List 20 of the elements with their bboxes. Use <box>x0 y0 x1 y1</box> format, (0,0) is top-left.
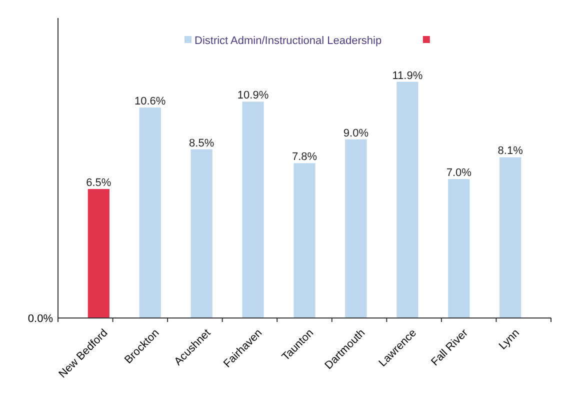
bar <box>345 139 367 318</box>
data-label: 10.6% <box>134 96 166 108</box>
bar <box>242 102 264 318</box>
data-label: 7.0% <box>446 167 472 180</box>
legend-label: District Admin/Instructional Leadership <box>194 34 382 47</box>
bar <box>500 157 522 318</box>
data-label: 8.5% <box>189 137 214 150</box>
data-label: 6.5% <box>86 176 112 189</box>
bar <box>396 82 418 318</box>
data-label: 9.0% <box>343 127 369 140</box>
text: 0.0% <box>28 312 54 325</box>
bar <box>448 179 470 318</box>
data-label: 10.9% <box>237 90 269 102</box>
data-label: 11.9% <box>392 70 423 82</box>
bar <box>88 188 110 318</box>
data-label: 8.1% <box>498 145 524 158</box>
bar <box>190 149 212 318</box>
bar <box>139 108 161 318</box>
data-label: 7.8% <box>292 151 318 164</box>
bar <box>294 163 316 318</box>
